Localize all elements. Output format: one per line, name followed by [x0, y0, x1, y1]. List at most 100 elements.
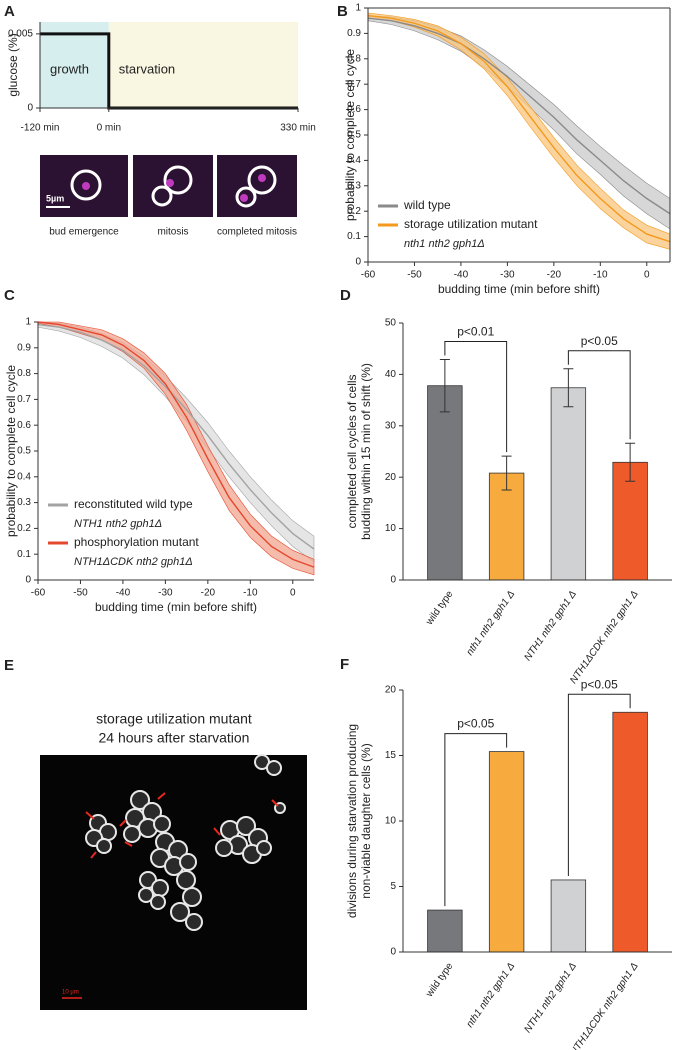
y-tick-label: 0.4 — [347, 155, 361, 166]
micrograph — [40, 755, 307, 1010]
y-tick-label: 50 — [385, 318, 397, 329]
x-tick-label: 330 min — [280, 123, 316, 134]
scale-bar-label: 5µm — [46, 193, 64, 203]
y-tick-label: 0.4 — [17, 471, 31, 482]
cell — [70, 169, 102, 201]
x-tick-label: 0 — [644, 270, 650, 281]
error-bar — [563, 368, 574, 408]
y-tick-label: 0 — [27, 103, 33, 114]
x-tick-label: NTH1 nth2 gph1 Δ — [522, 961, 579, 1035]
y-axis-label: probability to complete cell cycle — [4, 365, 18, 537]
bud — [235, 186, 257, 208]
y-tick-label: 0 — [390, 947, 396, 958]
bar — [488, 751, 525, 953]
x-tick-label: -40 — [454, 270, 469, 281]
y-tick-label: 0.2 — [17, 523, 31, 534]
legend-genotype: nth1 nth2 gph1Δ — [404, 238, 485, 250]
y-tick-label: 1 — [25, 317, 31, 328]
arrows — [85, 792, 279, 859]
bar — [488, 472, 525, 581]
region — [108, 22, 298, 108]
confidence-band — [367, 12, 671, 250]
nucleus — [240, 194, 248, 202]
significance-label: p<0.05 — [581, 677, 618, 691]
confidence-band — [37, 321, 315, 576]
panel-label: A — [4, 3, 15, 20]
y-tick-label: 30 — [385, 420, 397, 431]
x-tick-label: 0 — [290, 588, 296, 599]
y-tick-label: 0.005 — [8, 29, 33, 40]
x-tick-label: NTH1ΔCDK nth2 gph1 Δ — [568, 961, 641, 1050]
cell — [247, 165, 277, 195]
line — [37, 323, 315, 550]
y-axis-label: completed cell cycles of cells — [345, 374, 359, 528]
y-tick-label: 0 — [355, 257, 361, 268]
y-tick-label: 20 — [385, 472, 397, 483]
y-tick-label: 0.8 — [347, 53, 361, 64]
legend-genotype: NTH1ΔCDK nth2 gph1Δ — [74, 556, 193, 568]
x-tick-label: 0 min — [97, 123, 121, 134]
panel-label: E — [4, 657, 14, 674]
x-tick-label: nth1 nth2 gph1 Δ — [465, 589, 518, 658]
x-tick-label: -120 min — [21, 123, 60, 134]
y-tick-label: 0.1 — [347, 231, 361, 242]
y-tick-label: 0.7 — [17, 394, 31, 405]
bar — [550, 879, 587, 953]
y-tick-label: 0.9 — [347, 28, 361, 39]
cell — [163, 165, 193, 195]
y-tick-label: 0.5 — [17, 446, 31, 457]
y-tick-label: 10 — [385, 816, 397, 827]
region — [40, 22, 109, 108]
legend-label: phosphorylation mutant — [74, 535, 199, 549]
nucleus — [258, 174, 266, 182]
x-tick-label: -60 — [361, 270, 376, 281]
x-axis-label: budding time (min before shift) — [438, 282, 600, 296]
significance-label: p<0.05 — [457, 717, 494, 731]
y-tick-label: 0.6 — [17, 420, 31, 431]
micrograph — [217, 155, 297, 217]
legend-label: wild type — [403, 198, 451, 212]
y-axis-label: non-viable daughter cells (%) — [359, 743, 373, 898]
legend-label: reconstituted wild type — [74, 497, 193, 511]
y-tick-label: 40 — [385, 369, 397, 380]
micrograph-caption: bud emergence — [49, 227, 119, 238]
x-tick-label: wild type — [424, 589, 456, 628]
line — [367, 14, 671, 243]
y-tick-label: 20 — [385, 685, 397, 696]
significance-label: p<0.05 — [581, 334, 618, 348]
nucleus — [82, 182, 90, 190]
y-tick-label: 0.5 — [347, 130, 361, 141]
error-bar — [439, 358, 450, 413]
micrographs: 5µm bud emergence mitosis completed mito… — [40, 155, 297, 238]
significance-bracket — [567, 350, 631, 440]
panel-label: C — [4, 287, 15, 304]
y-tick-label: 0.6 — [347, 104, 361, 115]
y-tick-label: 1 — [355, 3, 361, 14]
cell-clusters — [85, 754, 286, 931]
y-tick-label: 0.9 — [17, 342, 31, 353]
legend-label: storage utilization mutant — [404, 217, 538, 231]
region-label: growth — [50, 61, 89, 76]
x-tick-label: -30 — [500, 270, 515, 281]
y-tick-label: 0.3 — [17, 497, 31, 508]
y-axis-label: divisions during starvation producing — [345, 724, 359, 918]
x-tick-label: -20 — [201, 588, 216, 599]
image-title: storage utilization mutant — [96, 711, 252, 727]
panel-label: F — [340, 656, 349, 673]
nucleus — [166, 179, 174, 187]
x-tick-label: -60 — [31, 588, 46, 599]
y-tick-label: 0 — [25, 575, 31, 586]
micrograph-caption: completed mitosis — [217, 227, 297, 238]
x-axis-label: budding time (min before shift) — [95, 600, 257, 614]
scale-bar-label: 10 µm — [62, 990, 79, 996]
significance-bracket — [444, 733, 508, 907]
significance-bracket — [567, 693, 631, 876]
y-tick-label: 0.1 — [17, 549, 31, 560]
image-title: 24 hours after starvation — [99, 730, 250, 746]
legend-genotype: NTH1 nth2 gph1Δ — [74, 518, 162, 530]
x-tick-label: -20 — [547, 270, 562, 281]
x-tick-label: -50 — [407, 270, 422, 281]
y-tick-label: 5 — [390, 881, 396, 892]
y-tick-label: 0 — [390, 575, 396, 586]
